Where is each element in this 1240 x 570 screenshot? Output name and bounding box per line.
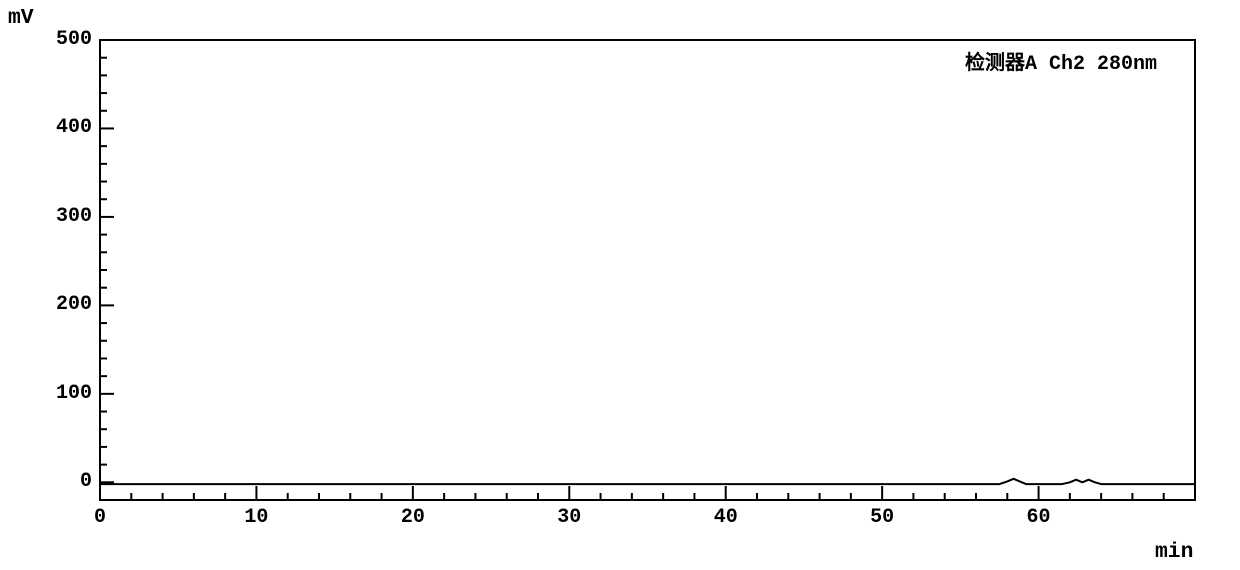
chart-svg	[0, 0, 1240, 570]
axis-tick-label: 200	[42, 293, 92, 316]
axis-tick-label: 60	[1014, 506, 1064, 529]
chart-legend: 检测器A Ch2 280nm	[965, 46, 1157, 76]
axis-tick-label: 0	[42, 470, 92, 493]
axis-tick-label: 10	[231, 506, 281, 529]
x-axis-unit-label: min	[1155, 540, 1193, 564]
chromatogram-chart: mV 检测器A Ch2 280nm min 010020030040050001…	[0, 0, 1240, 570]
axis-tick-label: 50	[857, 506, 907, 529]
axis-tick-label: 20	[388, 506, 438, 529]
axis-tick-label: 30	[544, 506, 594, 529]
axis-tick-label: 400	[42, 116, 92, 139]
axis-tick-label: 100	[42, 382, 92, 405]
axis-tick-label: 0	[75, 506, 125, 529]
axis-tick-label: 500	[42, 28, 92, 51]
axis-tick-label: 300	[42, 205, 92, 228]
axis-tick-label: 40	[701, 506, 751, 529]
